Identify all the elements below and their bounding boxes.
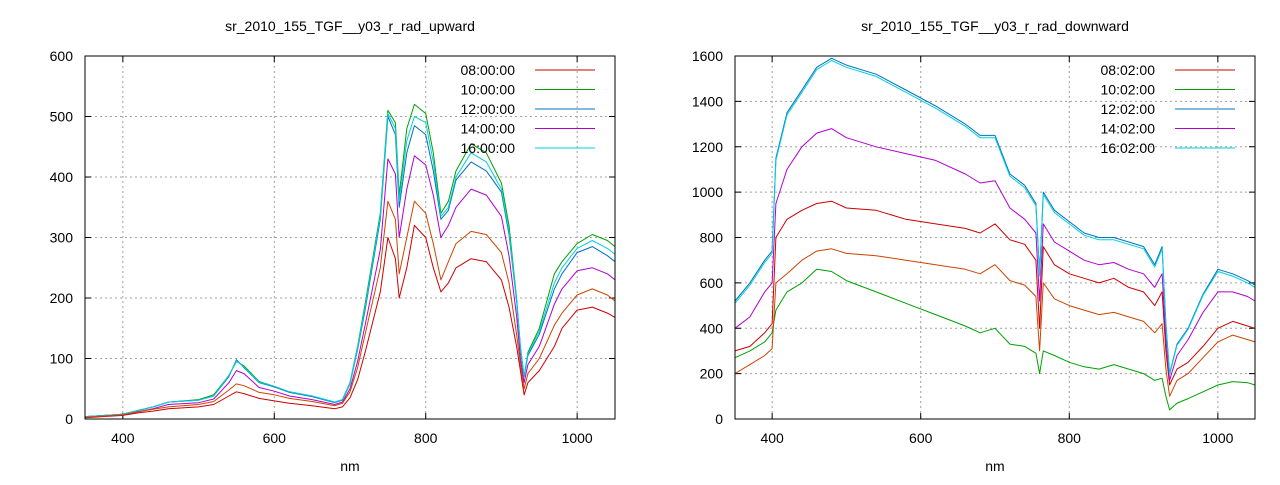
x-tick-label: 800 bbox=[414, 430, 438, 446]
y-tick-label: 1600 bbox=[692, 48, 723, 64]
x-tick-label: 600 bbox=[909, 430, 933, 446]
legend-label: 14:00:00 bbox=[461, 121, 516, 137]
series-line-3 bbox=[734, 57, 1256, 375]
legend-label: 16:02:00 bbox=[1101, 140, 1156, 156]
legend-label: 12:02:00 bbox=[1101, 101, 1156, 117]
legend-label: 16:00:00 bbox=[461, 140, 516, 156]
y-tick-label: 1200 bbox=[692, 139, 723, 155]
chart-1: sr_2010_155_TGF__y03_r_rad_upward 400 600 8… bbox=[50, 18, 616, 474]
x-axis-label: nm bbox=[985, 458, 1004, 474]
y-tick-label: 200 bbox=[700, 366, 724, 382]
series-line-1 bbox=[84, 224, 616, 419]
x-tick-label: 1000 bbox=[1202, 430, 1233, 446]
series-line-5 bbox=[734, 60, 1256, 376]
y-tick-label: 0 bbox=[715, 411, 723, 427]
y-tick-label: 1000 bbox=[692, 184, 723, 200]
series-line-4 bbox=[84, 155, 616, 418]
x-tick-label: 600 bbox=[263, 430, 287, 446]
y-tick-label: 400 bbox=[700, 320, 724, 336]
plot-border bbox=[84, 55, 616, 420]
series-line-6 bbox=[84, 200, 616, 418]
y-tick-label: 100 bbox=[50, 351, 74, 367]
y-tick-label: 300 bbox=[50, 230, 74, 246]
y-tick-label: 600 bbox=[700, 275, 724, 291]
series-line-1 bbox=[734, 200, 1256, 386]
legend-label: 08:00:00 bbox=[461, 62, 516, 78]
y-tick-label: 0 bbox=[65, 411, 73, 427]
y-tick-label: 800 bbox=[700, 230, 724, 246]
x-tick-label: 1000 bbox=[562, 430, 593, 446]
y-tick-label: 400 bbox=[50, 169, 74, 185]
chart-title: sr_2010_155_TGF__y03_r_rad_upward bbox=[225, 18, 475, 34]
x-tick-label: 400 bbox=[760, 430, 784, 446]
y-tick-label: 1400 bbox=[692, 93, 723, 109]
legend-label: 10:02:00 bbox=[1101, 82, 1156, 98]
plot-border bbox=[734, 55, 1256, 420]
x-axis-label: nm bbox=[340, 458, 359, 474]
series-line-5 bbox=[84, 113, 616, 418]
legend-label: 08:02:00 bbox=[1101, 62, 1156, 78]
legend-label: 12:00:00 bbox=[461, 101, 516, 117]
chart-title: sr_2010_155_TGF__y03_r_rad_downward bbox=[861, 18, 1129, 34]
chart-2: sr_2010_155_TGF__y03_r_rad_downward 400 60… bbox=[692, 18, 1256, 474]
x-tick-label: 400 bbox=[111, 430, 135, 446]
y-tick-label: 500 bbox=[50, 109, 74, 125]
series-line-4 bbox=[734, 128, 1256, 381]
y-tick-label: 600 bbox=[50, 48, 74, 64]
legend-label: 14:02:00 bbox=[1101, 121, 1156, 137]
series-line-3 bbox=[84, 116, 616, 418]
x-tick-label: 800 bbox=[1058, 430, 1082, 446]
legend-label: 10:00:00 bbox=[461, 82, 516, 98]
series-line-2 bbox=[84, 103, 616, 418]
series-line-2 bbox=[734, 268, 1256, 411]
y-tick-label: 200 bbox=[50, 290, 74, 306]
series-line-6 bbox=[734, 248, 1256, 397]
